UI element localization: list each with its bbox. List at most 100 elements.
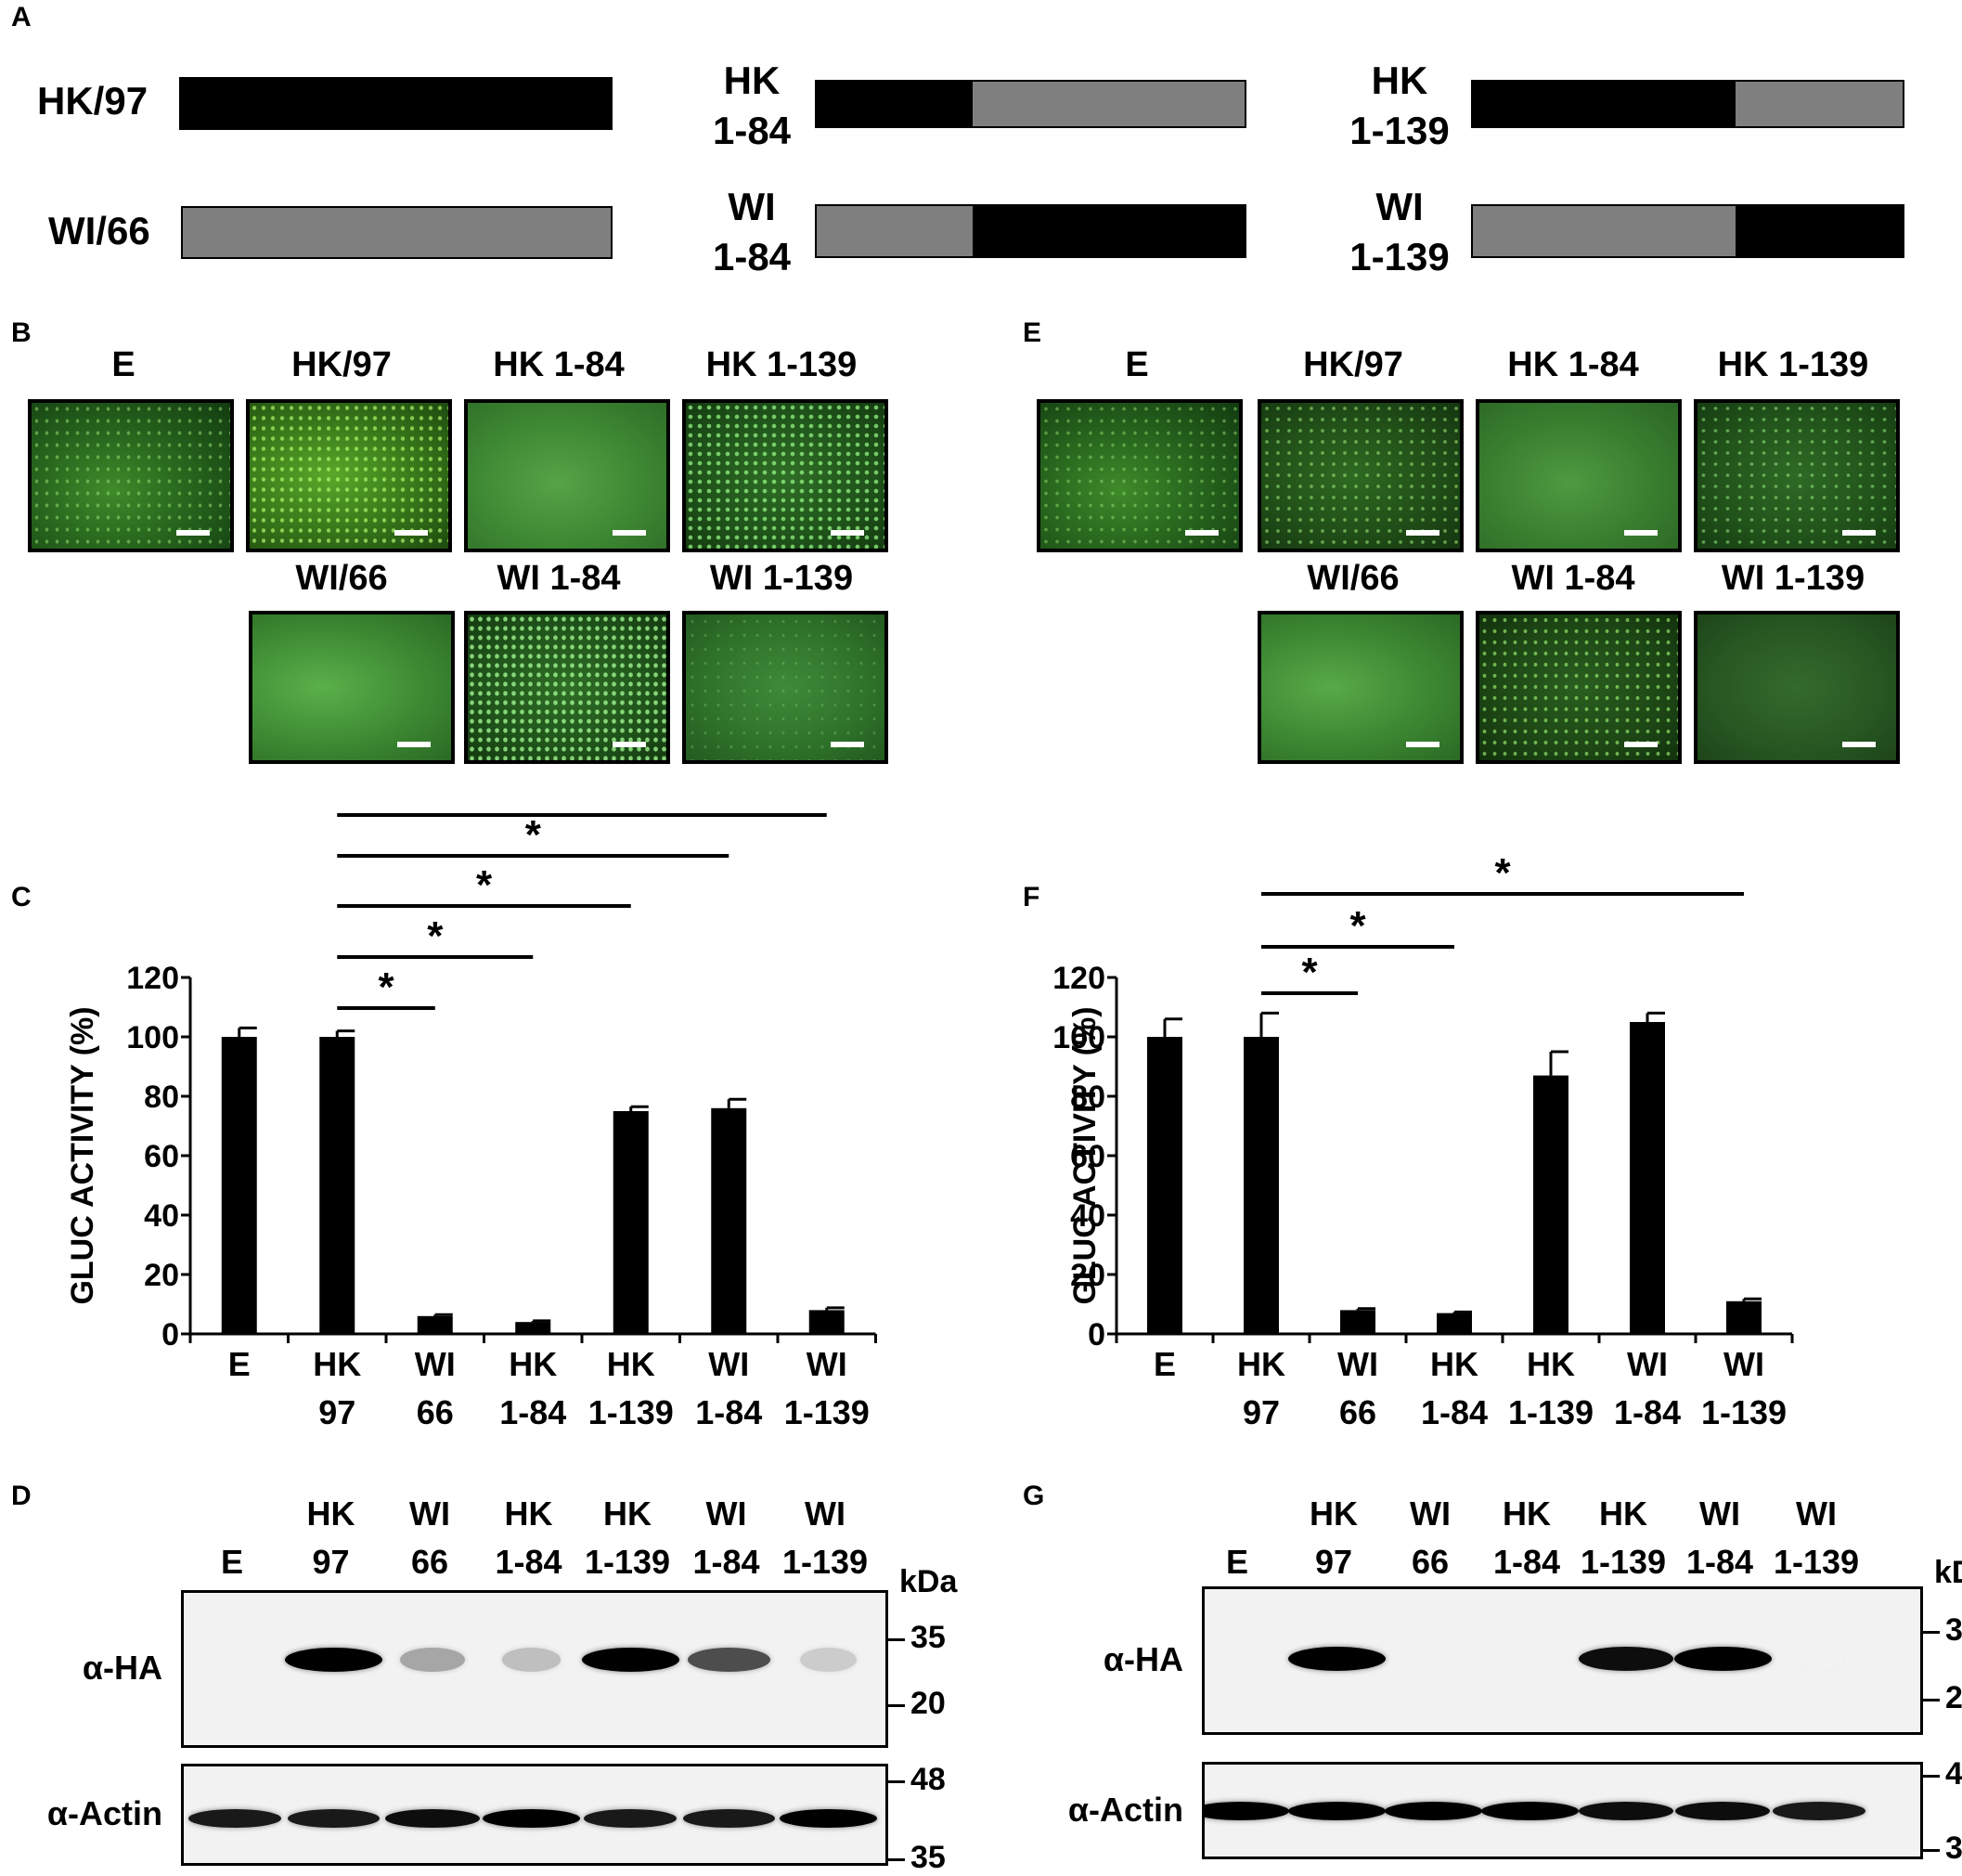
panel-label-c: C [11, 882, 32, 912]
x-tick-label: E [1154, 1345, 1176, 1383]
micro-image-b-wi184 [464, 611, 670, 764]
blot-band [384, 1809, 481, 1828]
scale-bar [1406, 530, 1439, 536]
micro-title-e-wi66: WI/66 [1307, 559, 1400, 598]
y-axis-label: GLUC ACTIVITY (%) [65, 1006, 100, 1304]
scale-bar [1842, 742, 1876, 747]
x-tick-label: HK [1237, 1345, 1285, 1383]
bar [1630, 1022, 1665, 1334]
bar [1726, 1300, 1762, 1334]
y-tick-label: 20 [144, 1258, 179, 1293]
micro-image-b-wi66 [249, 611, 455, 764]
segment-black [1473, 82, 1736, 126]
scale-bar [394, 530, 428, 536]
kda-unit-label: kDa [899, 1564, 958, 1599]
bar [1533, 1075, 1568, 1334]
y-tick-label: 40 [144, 1198, 179, 1234]
micro-title-e-hk1139: HK 1-139 [1717, 345, 1869, 384]
scale-bar [1624, 742, 1658, 747]
micro-image-e-wi184 [1476, 611, 1682, 764]
blot-band [1287, 1802, 1386, 1820]
lane-label: E [1225, 1543, 1248, 1581]
bar-chart-f: 0 20 40 60 80 100 120 GLUC ACTIVITY (%) E HK 97 WI 6… [1052, 850, 1794, 1430]
marker-tick [888, 1638, 905, 1641]
construct-bar-wi184 [815, 204, 1246, 258]
x-tick-label: 1-84 [1614, 1393, 1681, 1430]
x-tick-label: 97 [1243, 1393, 1280, 1430]
marker-tick [888, 1780, 905, 1783]
segment-gray [1473, 206, 1736, 256]
x-tick-label: 1-84 [499, 1393, 566, 1430]
lane-label: 1-84 [1685, 1543, 1754, 1581]
significance-marker: * [574, 798, 590, 817]
micro-image-b-e [28, 399, 234, 552]
x-tick-label: 1-84 [695, 1393, 762, 1430]
micro-image-e-hk184 [1476, 399, 1682, 552]
construct-label-hk1139: HK 1-139 [1349, 58, 1450, 152]
micro-image-b-hk1139 [682, 399, 888, 552]
bar [1147, 1037, 1182, 1334]
scale-bar [613, 530, 646, 536]
x-tick-label: 1-139 [1701, 1393, 1787, 1430]
lane-label: 1-139 [584, 1543, 671, 1581]
kda-unit-label: kDa [1934, 1555, 1962, 1590]
lane-label: 1-139 [781, 1543, 869, 1581]
y-tick-label: 80 [144, 1080, 179, 1115]
construct-label-wi1139: WI 1-139 [1349, 185, 1450, 278]
micro-title-b-hk97: HK/97 [291, 345, 392, 384]
blot-actin-label: α-Actin [1067, 1790, 1183, 1829]
micro-image-b-hk97 [246, 399, 452, 552]
micro-title-b-e: E [111, 345, 136, 384]
construct-label-hk184: HK 1-84 [712, 58, 792, 152]
micro-image-e-e [1037, 399, 1243, 552]
y-tick-label: 100 [1052, 1020, 1105, 1055]
marker-tick [1923, 1699, 1940, 1701]
marker-label: 35 [1945, 1612, 1962, 1648]
x-tick-label: 1-84 [1421, 1393, 1488, 1430]
marker-tick [1923, 1631, 1940, 1634]
panel-label-a: A [11, 2, 32, 32]
micro-title-b-hk1139: HK 1-139 [705, 345, 858, 384]
lane-label: HK [306, 1494, 355, 1533]
blot-band [1384, 1802, 1482, 1820]
western-blot-g: E HK 97 WI 66 HK 1-84 HK 1-139 WI 1-84 WI 1-139 kDa α-… [1002, 1485, 1962, 1870]
micro-image-b-wi1139 [682, 611, 888, 764]
significance-marker: * [525, 812, 542, 858]
construct-bar-hk97 [179, 77, 613, 130]
blot-band [1578, 1802, 1674, 1820]
marker-label: 35 [910, 1840, 946, 1875]
lane-label: 1-139 [1773, 1543, 1860, 1581]
bar [1340, 1310, 1375, 1334]
blot-band [188, 1809, 281, 1828]
lane-label: HK [1599, 1494, 1647, 1533]
blot-band [483, 1809, 580, 1828]
blot-band [1674, 1802, 1771, 1820]
scale-bar [1185, 530, 1219, 536]
micro-title-b-wi1139: WI 1-139 [709, 559, 854, 598]
lane-label: HK [504, 1494, 553, 1533]
marker-tick [888, 1858, 905, 1861]
y-tick-label: 40 [1070, 1198, 1105, 1234]
bar [221, 1037, 257, 1334]
blot-band [799, 1648, 857, 1672]
x-tick-label: WI [415, 1345, 456, 1383]
lane-label: 97 [312, 1543, 350, 1581]
x-tick-label: WI [1337, 1345, 1378, 1383]
blot-band [501, 1648, 561, 1672]
lane-label: WI [1410, 1494, 1451, 1533]
bar [711, 1107, 747, 1334]
micro-title-e-wi184: WI 1-84 [1511, 559, 1635, 598]
lane-label: 1-84 [1492, 1543, 1561, 1581]
x-tick-label: 66 [1339, 1393, 1376, 1430]
y-tick-label: 120 [126, 961, 179, 996]
x-tick-label: HK [313, 1345, 361, 1383]
blot-ha-label: α-HA [82, 1649, 162, 1687]
blot-band [1205, 1802, 1289, 1820]
scale-bar [1624, 530, 1658, 536]
lane-label: 1-84 [692, 1543, 760, 1581]
lane-label: HK [1503, 1494, 1551, 1533]
blot-band [682, 1809, 776, 1828]
lane-label: WI [409, 1494, 450, 1533]
construct-bar-wi66 [181, 206, 613, 259]
y-tick-label: 120 [1052, 961, 1105, 996]
